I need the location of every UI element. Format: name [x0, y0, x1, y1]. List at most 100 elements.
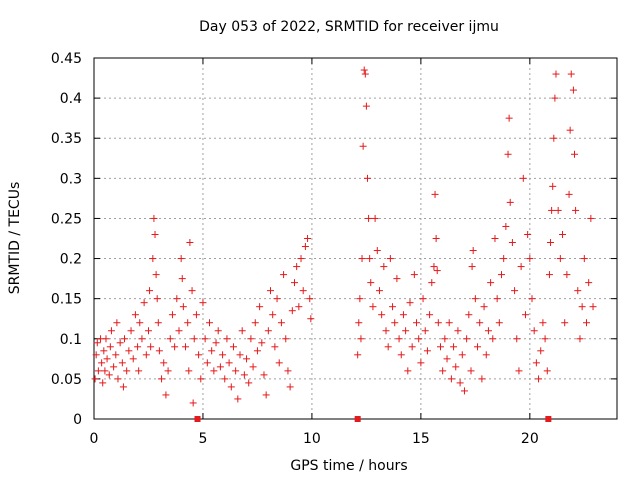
data-point: [150, 214, 158, 222]
data-point: [500, 255, 508, 263]
x-tick-label: 10: [303, 431, 321, 447]
data-point: [476, 319, 484, 327]
data-point: [508, 239, 516, 247]
data-point: [556, 255, 564, 263]
data-point: [140, 299, 148, 307]
data-point: [123, 367, 131, 375]
data-point: [524, 230, 532, 238]
y-tick-label: 0.1: [60, 332, 82, 348]
data-point: [271, 343, 279, 351]
data-point: [567, 70, 575, 78]
data-point: [253, 347, 261, 355]
data-point: [532, 359, 540, 367]
data-point: [195, 351, 203, 359]
data-point: [245, 379, 253, 387]
data-point: [436, 343, 444, 351]
data-point: [154, 319, 162, 327]
data-point: [384, 343, 392, 351]
data-point: [186, 239, 194, 247]
axis-marker: [354, 416, 361, 422]
data-point: [554, 206, 562, 214]
data-point: [149, 255, 157, 263]
y-tick-label: 0: [73, 412, 82, 428]
y-tick-label: 0.25: [51, 211, 82, 227]
data-point: [166, 335, 174, 343]
data-point: [205, 319, 213, 327]
data-point: [304, 235, 312, 242]
data-point: [135, 367, 143, 375]
data-point: [221, 375, 229, 383]
data-point: [484, 327, 492, 335]
data-point: [565, 190, 573, 198]
data-point: [127, 327, 135, 335]
data-point: [365, 214, 373, 222]
data-point: [391, 319, 399, 327]
data-point: [240, 371, 248, 379]
data-point: [227, 383, 235, 391]
x-tick-label: 0: [90, 431, 99, 447]
data-point: [99, 379, 107, 387]
data-point: [454, 327, 462, 335]
data-point: [203, 359, 211, 367]
data-point: [480, 303, 488, 311]
data-point: [101, 367, 109, 375]
data-point: [247, 335, 255, 343]
data-point: [92, 351, 100, 359]
data-point: [106, 343, 114, 351]
data-point: [369, 303, 377, 311]
data-point: [458, 351, 466, 359]
data-point: [468, 263, 476, 271]
data-point: [360, 66, 368, 74]
data-point: [423, 347, 431, 355]
data-point: [463, 335, 471, 343]
data-point: [229, 343, 237, 351]
data-point: [431, 190, 439, 198]
data-point: [434, 319, 442, 327]
data-point: [445, 319, 453, 327]
data-point: [585, 279, 593, 287]
data-point: [301, 243, 309, 251]
data-point: [569, 86, 577, 94]
data-point: [158, 375, 166, 383]
y-tick-label: 0.15: [51, 292, 82, 308]
data-point: [541, 335, 549, 343]
data-point: [173, 295, 181, 303]
data-point: [363, 174, 371, 182]
axis-ticks: 0 5 10 15 20 0 0.05 0.1 0.15 0.2 0.25 0.3 0.35 0.4 0.4…: [51, 51, 617, 447]
data-points: [91, 66, 597, 407]
data-point: [539, 319, 547, 327]
data-point: [232, 367, 240, 375]
data-point: [110, 363, 118, 371]
data-point: [91, 375, 99, 383]
data-point: [225, 359, 233, 367]
x-axis-label: GPS time / hours: [290, 458, 407, 474]
data-point: [474, 343, 482, 351]
data-point: [212, 339, 220, 347]
data-point: [460, 387, 468, 395]
data-point: [199, 299, 207, 307]
data-point: [421, 327, 429, 335]
data-point: [417, 359, 425, 367]
data-point: [260, 371, 268, 379]
data-point: [511, 287, 519, 295]
data-point: [378, 311, 386, 319]
data-point: [419, 295, 427, 303]
data-point: [478, 375, 486, 383]
data-point: [262, 391, 270, 399]
data-point: [188, 287, 196, 295]
data-point: [249, 363, 257, 371]
data-point: [144, 327, 152, 335]
data-point: [550, 134, 558, 142]
data-point: [236, 351, 244, 359]
data-point: [125, 347, 133, 355]
data-point: [286, 383, 294, 391]
data-point: [155, 347, 163, 355]
data-point: [580, 255, 588, 263]
data-point: [359, 142, 367, 150]
data-point: [290, 279, 298, 287]
data-point: [408, 343, 416, 351]
data-point: [582, 319, 590, 327]
data-point: [178, 275, 186, 283]
data-point: [277, 319, 285, 327]
